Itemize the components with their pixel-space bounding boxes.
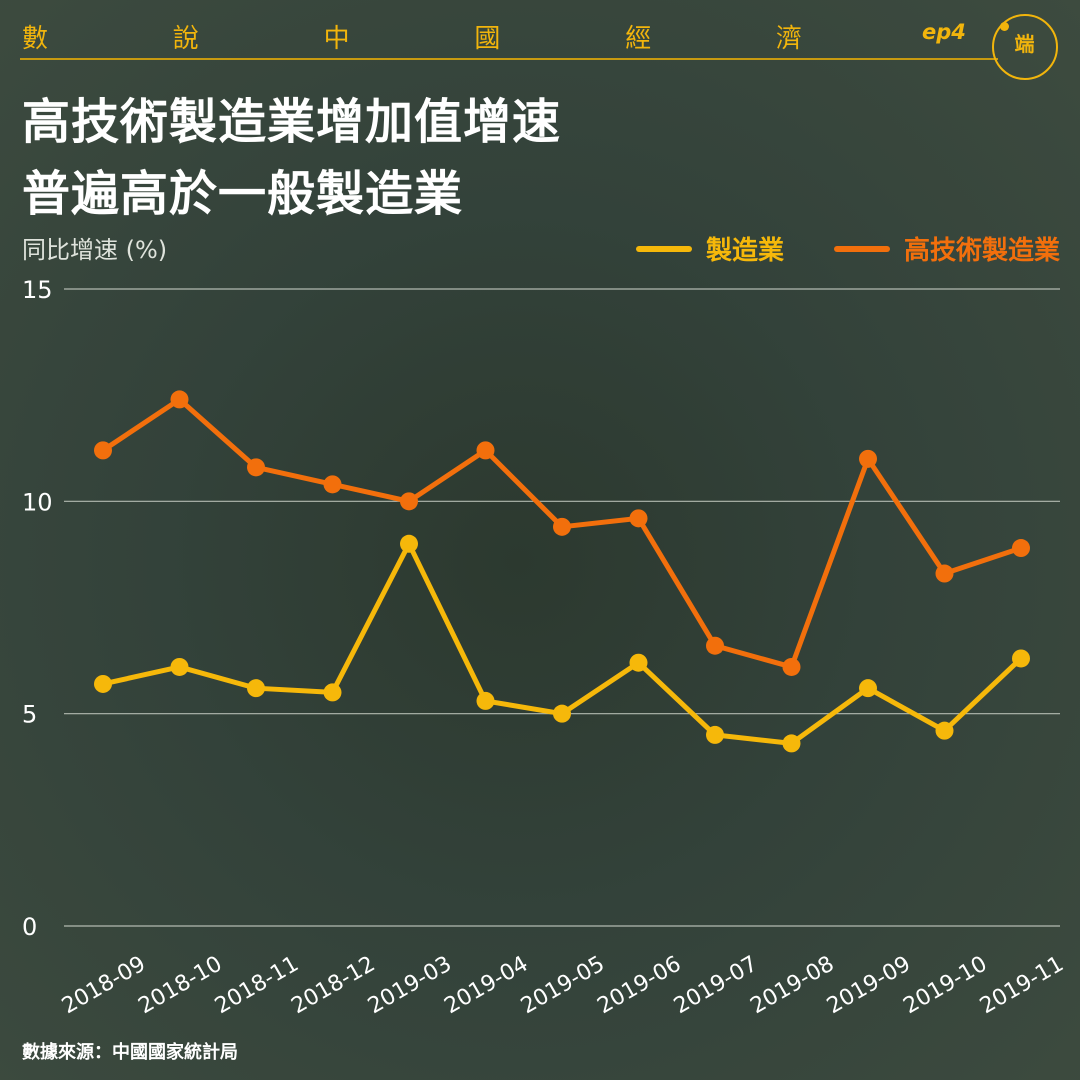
- data-point-high-tech: [94, 441, 112, 460]
- data-point-high-tech: [476, 441, 495, 460]
- data-point-high-tech: [782, 657, 801, 676]
- x-tick-label: 2019-03: [364, 952, 456, 1020]
- data-point-manufacturing: [1012, 649, 1030, 668]
- x-tick-label: 2019-05: [517, 952, 609, 1020]
- chart-title-line-1: 高技術製造業增加值增速: [22, 94, 562, 150]
- logo-dot: [1000, 22, 1009, 31]
- data-point-manufacturing: [247, 679, 265, 698]
- y-tick-label: 5: [22, 701, 37, 729]
- data-point-high-tech: [323, 475, 342, 494]
- x-tick-label: 2018-12: [287, 952, 379, 1020]
- data-point-high-tech: [706, 636, 724, 655]
- x-tick-label: 2019-06: [593, 952, 685, 1020]
- series-char: 濟: [775, 24, 802, 54]
- x-tick-label: 2019-10: [899, 952, 991, 1020]
- legend-item-high-tech: 高技術製造業: [833, 230, 1060, 267]
- x-tick-label: 2018-11: [211, 952, 303, 1020]
- legend: 製造業 高技術製造業: [635, 230, 1060, 267]
- data-point-high-tech: [247, 458, 265, 477]
- x-tick-label: 2018-10: [134, 952, 226, 1020]
- data-point-high-tech: [935, 564, 954, 583]
- y-tick-label: 0: [22, 913, 37, 941]
- data-point-manufacturing: [859, 679, 877, 698]
- data-point-manufacturing: [323, 683, 342, 702]
- data-point-high-tech: [859, 449, 877, 468]
- data-point-manufacturing: [476, 691, 495, 710]
- legend-swatch-manufacturing: [635, 245, 692, 252]
- series-char: 數: [22, 24, 49, 54]
- data-point-manufacturing: [706, 725, 724, 744]
- data-point-manufacturing: [400, 534, 418, 553]
- data-point-high-tech: [629, 509, 648, 528]
- episode-label: ep4: [922, 20, 966, 44]
- logo-mark: 端: [1014, 32, 1036, 56]
- x-tick-label: 2019-08: [746, 952, 838, 1020]
- legend-label-manufacturing: 製造業: [705, 236, 784, 266]
- series-header: 數 說 中 國 經 濟: [22, 18, 802, 55]
- x-tick-label: 2019-11: [976, 952, 1068, 1020]
- y-axis-label: 同比增速 (%): [22, 236, 168, 264]
- data-point-manufacturing: [782, 734, 801, 753]
- x-tick-label: 2019-09: [823, 952, 915, 1020]
- x-tick-label: 2018-09: [58, 952, 150, 1020]
- data-point-manufacturing: [935, 721, 954, 740]
- data-point-manufacturing: [94, 674, 112, 693]
- y-tick-label: 10: [22, 488, 53, 516]
- series-char: 中: [323, 24, 350, 54]
- series-char: 經: [625, 24, 652, 54]
- x-tick-label: 2019-07: [670, 952, 762, 1020]
- legend-item-manufacturing: 製造業: [635, 230, 784, 267]
- legend-label-high-tech: 高技術製造業: [903, 236, 1060, 266]
- data-point-high-tech: [170, 390, 189, 409]
- x-tick-label: 2019-04: [440, 952, 532, 1020]
- data-point-manufacturing: [170, 657, 189, 676]
- data-source: 數據來源：中國國家統計局: [22, 1042, 238, 1063]
- y-tick-label: 15: [22, 276, 53, 304]
- data-point-high-tech: [1012, 539, 1030, 558]
- data-point-manufacturing: [553, 704, 571, 723]
- data-point-manufacturing: [629, 653, 648, 672]
- data-point-high-tech: [553, 517, 571, 536]
- data-point-high-tech: [400, 492, 418, 511]
- series-char: 說: [172, 24, 199, 54]
- legend-swatch-high-tech: [833, 245, 890, 252]
- header-rule: [20, 58, 998, 60]
- chart-title-line-2: 普遍高於一般製造業: [22, 166, 464, 222]
- brand-logo: 端: [992, 14, 1058, 80]
- series-char: 國: [474, 24, 501, 54]
